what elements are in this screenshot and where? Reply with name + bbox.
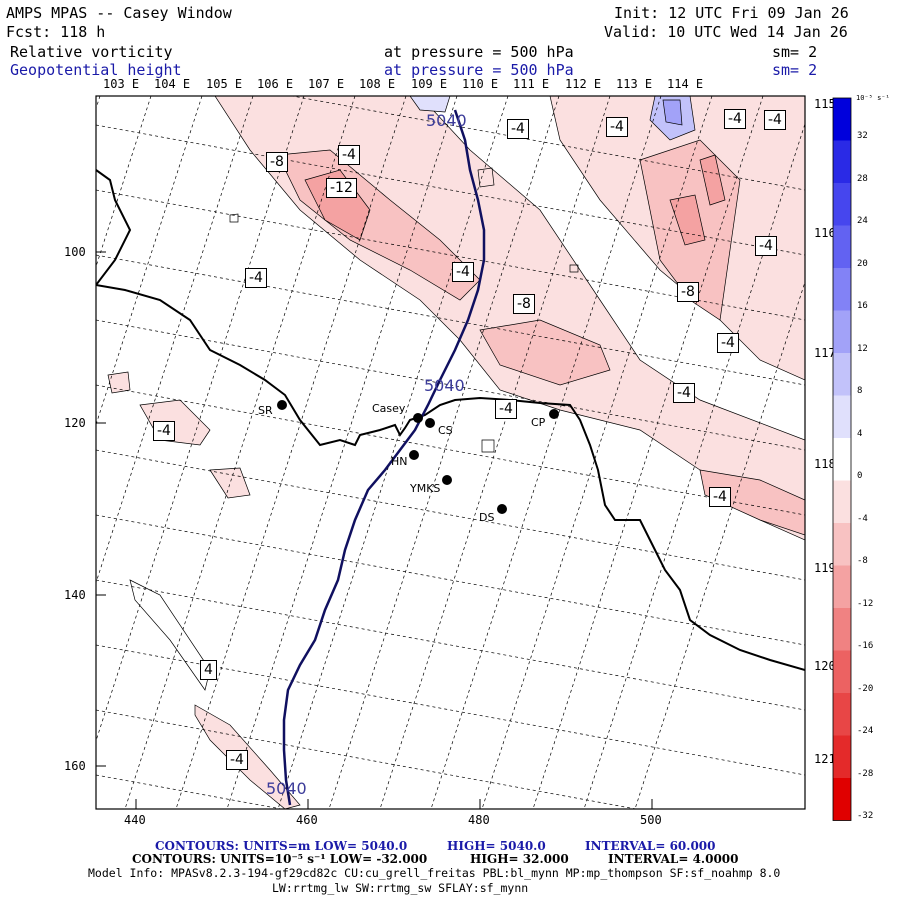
station-label-sr: SR xyxy=(258,404,273,417)
colorbar-tick-label: -28 xyxy=(857,768,874,779)
colorbar-tick-label: 0 xyxy=(857,471,863,482)
vorticity-contour-label: -4 xyxy=(755,236,777,256)
field2-smoothing: sm= 2 xyxy=(772,61,818,79)
field1-level: at pressure = 500 hPa xyxy=(384,43,574,61)
vorticity-contour-label: -4 xyxy=(507,119,529,139)
footer-height-interval: INTERVAL= 60.000 xyxy=(585,839,716,853)
vorticity-contour-label: -4 xyxy=(245,268,267,288)
vorticity-contour-label: -4 xyxy=(724,109,746,129)
colorbar-tick-label: 12 xyxy=(857,343,868,354)
colorbar-tick-label: -12 xyxy=(857,598,874,609)
top-lon-label: 112 E xyxy=(565,77,602,91)
vorticity-contour-label: -8 xyxy=(677,282,699,302)
plot-title: AMPS MPAS -- Casey Window xyxy=(6,4,232,22)
vorticity-contour-label: -4 xyxy=(717,333,739,353)
top-lon-label: 111 E xyxy=(513,77,550,91)
footer-height-high: HIGH= 5040.0 xyxy=(447,839,546,853)
colorbar-tick-label: -32 xyxy=(857,811,874,822)
x-tick-460: 460 xyxy=(296,813,318,827)
top-lon-label: 108 E xyxy=(359,77,396,91)
y-tick-100: 100 xyxy=(64,245,86,259)
vorticity-contour-label: -4 xyxy=(606,117,628,137)
height-label: 5040 xyxy=(266,779,307,798)
top-lon-label: 103 E xyxy=(103,77,140,91)
valid-time: Valid: 10 UTC Wed 14 Jan 26 xyxy=(604,23,848,41)
colorbar-tick-label: -4 xyxy=(857,513,868,524)
colorbar-tick-label: -8 xyxy=(857,556,868,567)
station-label-cp: CP xyxy=(531,416,546,429)
vorticity-shading xyxy=(107,96,805,809)
height-contour-5040 xyxy=(282,109,486,806)
footer-vort-high: HIGH= 32.000 xyxy=(470,852,569,866)
footer-vort-contours: CONTOURS: UNITS=10⁻⁵ s⁻¹ LOW= -32.000 xyxy=(132,852,428,866)
top-lon-label: 109 E xyxy=(411,77,448,91)
plot-frame xyxy=(95,95,806,810)
vorticity-contour-label: -4 xyxy=(338,145,360,165)
x-tick-480: 480 xyxy=(468,813,490,827)
x-tick-440: 440 xyxy=(124,813,146,827)
footer-height-contours: CONTOURS: UNITS=m LOW= 5040.0 xyxy=(155,839,408,853)
colorbar xyxy=(832,97,852,821)
vorticity-contour-label: -4 xyxy=(226,750,248,770)
vorticity-contour-label: -8 xyxy=(513,294,535,314)
field1-name: Relative vorticity xyxy=(10,43,173,61)
init-time: Init: 12 UTC Fri 09 Jan 26 xyxy=(614,4,849,22)
x-tick-500: 500 xyxy=(640,813,662,827)
field2-level: at pressure = 500 hPa xyxy=(384,61,574,79)
y-tick-160: 160 xyxy=(64,759,86,773)
vorticity-contour-label: -8 xyxy=(266,152,288,172)
colorbar-tick-label: -24 xyxy=(857,726,874,737)
colorbar-tick-label: 8 xyxy=(857,386,863,397)
colorbar-units: 10⁻⁵ s⁻¹ xyxy=(856,94,890,102)
top-lon-label: 114 E xyxy=(667,77,704,91)
vorticity-contour-label: -4 xyxy=(764,110,786,130)
station-label-cs: CS xyxy=(438,424,453,437)
top-lon-label: 110 E xyxy=(462,77,499,91)
colorbar-tick-label: 24 xyxy=(857,216,868,227)
model-info: Model Info: MPASv8.2.3-194-gf29cd82c CU:… xyxy=(88,866,781,880)
y-tick-140: 140 xyxy=(64,588,86,602)
lat-lon-grid xyxy=(96,96,805,809)
colorbar-tick-label: 32 xyxy=(857,131,868,142)
colorbar-tick-label: -16 xyxy=(857,641,874,652)
vorticity-contour-label: -4 xyxy=(153,421,175,441)
station-label-casey: Casey xyxy=(372,402,406,415)
top-lon-label: 113 E xyxy=(616,77,653,91)
height-label: 5040 xyxy=(424,376,465,395)
axis-ticks xyxy=(96,251,653,809)
station-label-ds: DS xyxy=(479,511,495,524)
footer-vort-interval: INTERVAL= 4.0000 xyxy=(608,852,739,866)
coastline xyxy=(96,169,805,671)
field1-smoothing: sm= 2 xyxy=(772,43,818,61)
station-label-ymks: YMKS xyxy=(410,482,441,495)
field2-name: Geopotential height xyxy=(10,61,182,79)
y-tick-120: 120 xyxy=(64,416,86,430)
top-lon-label: 105 E xyxy=(206,77,243,91)
colorbar-tick-label: -20 xyxy=(857,683,874,694)
model-info-physics: LW:rrtmg_lw SW:rrtmg_sw SFLAY:sf_mynn xyxy=(272,881,529,895)
vorticity-contour-label: -4 xyxy=(452,262,474,282)
colorbar-tick-label: 4 xyxy=(857,428,863,439)
vorticity-contour-label: -12 xyxy=(326,178,357,198)
vorticity-contour-label: 4 xyxy=(200,660,217,680)
vorticity-contour-label: -4 xyxy=(709,487,731,507)
forecast-hour: Fcst: 118 h xyxy=(6,23,106,41)
colorbar-tick-label: 16 xyxy=(857,301,868,312)
station-markers xyxy=(277,400,559,514)
station-label-hn: HN xyxy=(391,455,408,468)
height-label: 5040 xyxy=(426,111,467,130)
top-lon-label: 107 E xyxy=(308,77,345,91)
vorticity-contour-label: -4 xyxy=(495,399,517,419)
top-lon-label: 104 E xyxy=(154,77,191,91)
top-lon-label: 106 E xyxy=(257,77,294,91)
colorbar-tick-label: 20 xyxy=(857,258,868,269)
vorticity-contour-label: -4 xyxy=(673,383,695,403)
colorbar-tick-label: 28 xyxy=(857,173,868,184)
